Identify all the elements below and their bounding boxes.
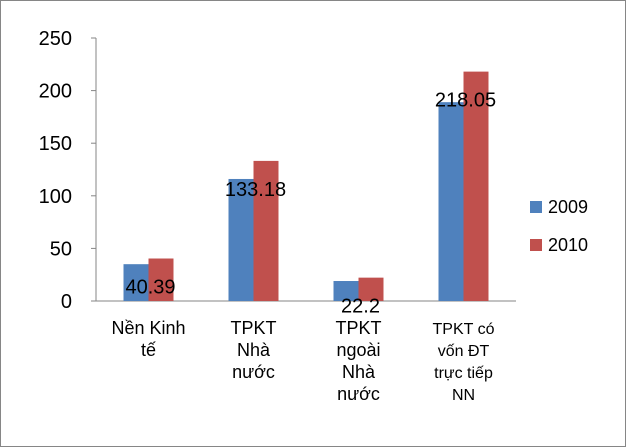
legend-swatch-2010 xyxy=(530,239,542,251)
data-label: 22.2 xyxy=(341,296,380,318)
legend-swatch-2009 xyxy=(530,201,542,213)
category-label: NN xyxy=(452,387,475,404)
category-label: nước xyxy=(232,362,275,382)
category-label: Nền Kinh xyxy=(111,318,185,338)
category-label: TPKT xyxy=(335,318,381,338)
category-label: Nhà xyxy=(342,362,376,382)
bar-2010-1 xyxy=(253,160,279,301)
y-tick-label: 0 xyxy=(61,291,72,313)
bar-2010-3 xyxy=(463,71,489,302)
bar-2009-3 xyxy=(438,102,464,301)
bar-2009-1 xyxy=(228,178,254,301)
y-tick-label: 250 xyxy=(39,28,72,50)
legend-label-2009: 2009 xyxy=(548,197,588,217)
data-label: 40.39 xyxy=(125,277,175,299)
bar-2009-0 xyxy=(123,264,149,301)
category-label: TPKT có xyxy=(433,321,495,338)
category-label: tế xyxy=(141,340,156,360)
category-label: nước xyxy=(337,384,380,404)
y-tick-label: 50 xyxy=(50,238,72,260)
bar-2010-2 xyxy=(358,277,384,301)
category-label: TPKT xyxy=(230,318,276,338)
y-tick-label: 100 xyxy=(39,186,72,208)
bar-2010-0 xyxy=(148,258,174,301)
y-tick-label: 150 xyxy=(39,133,72,155)
category-label: ngoài xyxy=(336,340,380,360)
bar-2009-2 xyxy=(333,281,359,301)
category-label: trực tiếp xyxy=(434,365,493,382)
y-tick-label: 200 xyxy=(39,81,72,103)
category-label: vốn ĐT xyxy=(438,343,490,360)
category-label: Nhà xyxy=(237,340,271,360)
legend-label-2010: 2010 xyxy=(548,235,588,255)
data-label: 218.05 xyxy=(435,90,496,112)
data-label: 133.18 xyxy=(225,179,286,201)
